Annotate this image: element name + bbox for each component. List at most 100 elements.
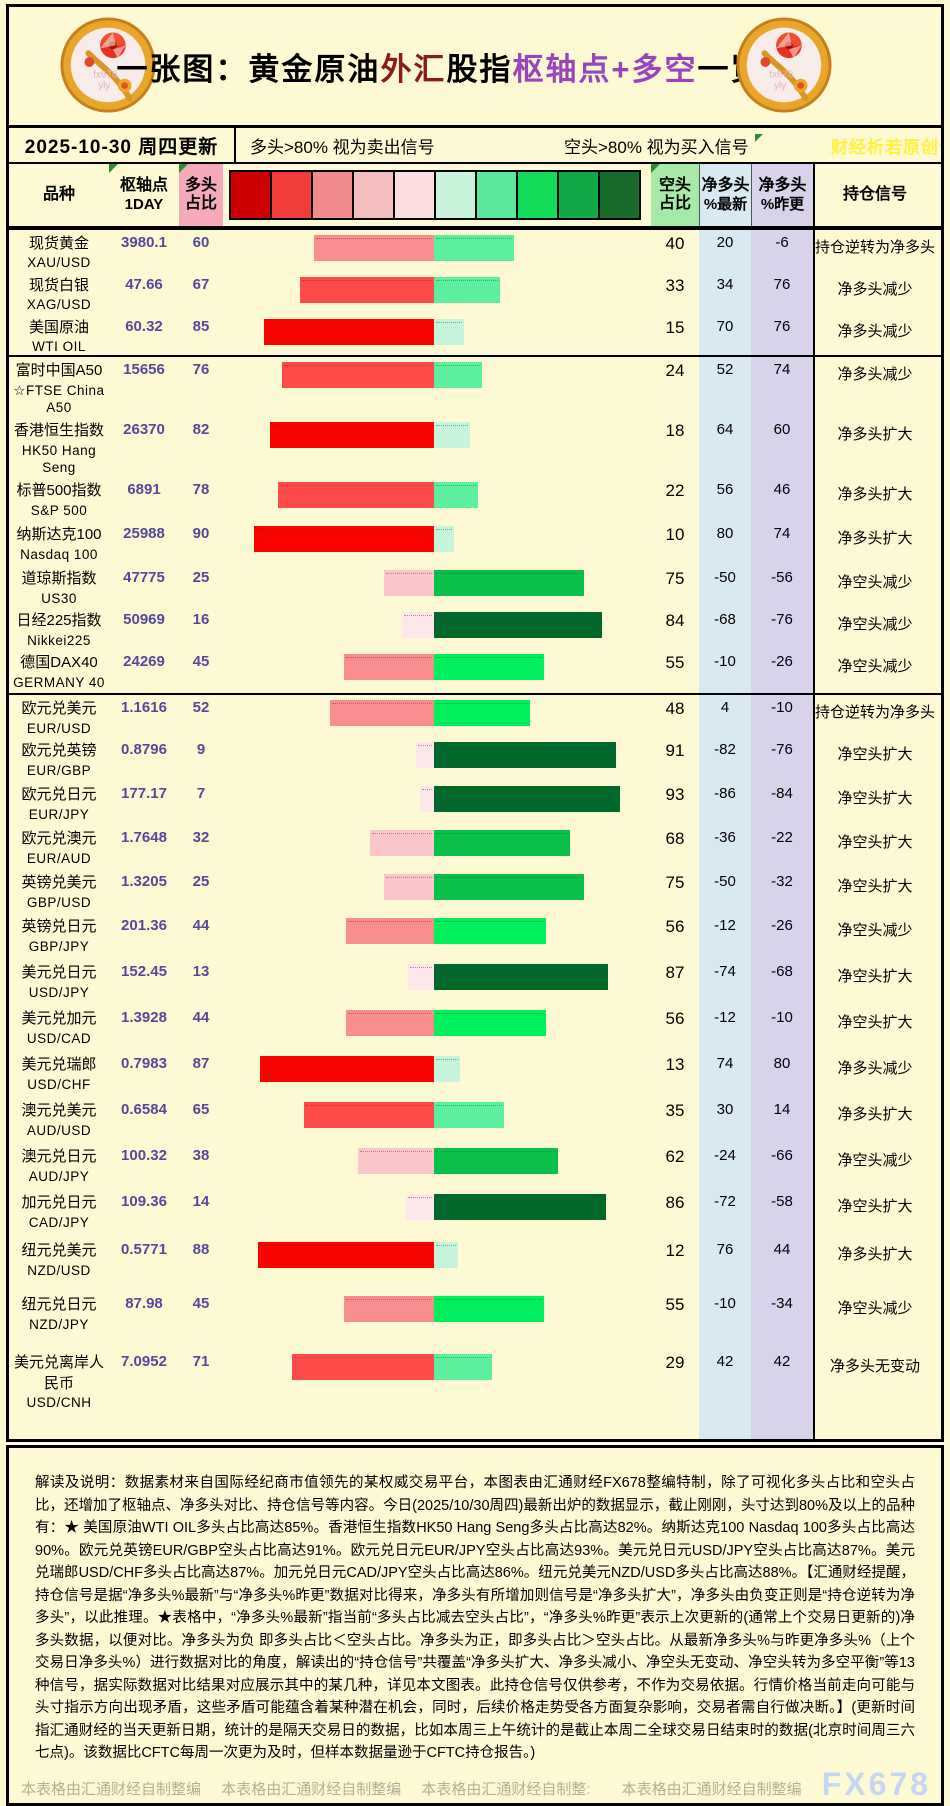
net-long-latest-value: 4 xyxy=(699,695,751,738)
long-pct-value: 44 xyxy=(192,1009,210,1027)
net-long-latest-value: 20 xyxy=(699,230,751,272)
position-signal-text: 净空头扩大 xyxy=(813,1189,935,1238)
table-body: 现货黄金 XAU/USD 3980.1 60 40 20 -6 持仓逆转为净多头… xyxy=(9,230,941,1440)
symbol-name-en: GBP/USD xyxy=(26,894,92,910)
short-pct-value: 40 xyxy=(665,234,685,253)
table-row: 欧元兑日元 EUR/JPY 177.17 7 93 -86 -84 净空头扩大 xyxy=(9,781,941,826)
net-long-latest-value: -74 xyxy=(699,959,751,1006)
long-bar-segment xyxy=(300,276,434,303)
symbol-name-en: GERMANY 40 xyxy=(13,674,105,690)
net-long-latest-value: -10 xyxy=(699,649,751,694)
short-pct-value: 24 xyxy=(665,361,685,381)
long-short-bar xyxy=(223,869,651,913)
symbol-name-en: USD/CAD xyxy=(26,1030,92,1046)
pivot-value: 0.5771 xyxy=(121,1241,167,1259)
long-short-bar xyxy=(223,1237,651,1291)
symbol-name-cn: 纽元兑日元 xyxy=(21,1296,97,1314)
net-long-latest-value: -12 xyxy=(699,913,751,960)
short-pct-value: 48 xyxy=(665,699,685,719)
table-row: 英镑兑日元 GBP/JPY 201.36 44 56 -12 -26 净空头减少 xyxy=(9,913,941,960)
symbol-name-en: XAG/USD xyxy=(26,297,92,313)
net-long-previous-value: 74 xyxy=(751,357,813,418)
short-bar-segment xyxy=(434,830,570,857)
pivot-value: 100.32 xyxy=(121,1147,167,1165)
short-bar-segment xyxy=(434,482,478,509)
title-bar: fx678 yly 一张图：黄金原油 外汇 股指 枢轴点+多空 一览 fx678 yly xyxy=(9,7,941,128)
position-signal-text: 净空头扩大 xyxy=(813,869,935,914)
position-signal-text: 净多头扩大 xyxy=(813,1237,935,1292)
pivot-value: 47775 xyxy=(123,569,165,587)
net-long-previous-value: -6 xyxy=(751,230,813,272)
long-short-bar xyxy=(223,825,651,869)
net-long-previous-value: -32 xyxy=(751,869,813,914)
symbol-name-cn: 英镑兑日元 xyxy=(21,918,97,936)
legend-swatch xyxy=(475,170,518,220)
symbol-name-en: NZD/JPY xyxy=(29,1316,89,1332)
net-long-latest-value: 76 xyxy=(699,1237,751,1292)
net-long-previous-value: -22 xyxy=(751,825,813,870)
legend-swatch xyxy=(434,170,477,220)
symbol-name-en: EUR/AUD xyxy=(26,850,92,866)
symbol-cell: 日经225指数 Nikkei225 xyxy=(9,607,109,649)
pivot-value: 7.0952 xyxy=(121,1353,167,1371)
long-short-bar xyxy=(223,314,651,356)
symbol-cell: 英镑兑美元 GBP/USD xyxy=(9,869,109,913)
net-long-latest-value: -10 xyxy=(699,1291,751,1350)
table-header: 品种 枢轴点 1DAY 多头 占比 空头 占比 净多头 %最新 净多头 %昨更 … xyxy=(9,164,941,230)
footer-credit-text: 本表格由汇通财经自制整编 xyxy=(21,1781,202,1799)
position-signal-text: 净多头扩大 xyxy=(813,521,935,566)
symbol-name-en: Nikkei225 xyxy=(27,632,91,648)
symbol-cell: 英镑兑日元 GBP/JPY xyxy=(9,913,109,959)
pivot-value: 47.66 xyxy=(125,275,163,293)
pivot-value: 26370 xyxy=(123,421,165,439)
symbol-name-cn: 加元兑日元 xyxy=(21,1194,97,1212)
long-short-bar xyxy=(223,477,651,521)
long-pct-value: 90 xyxy=(192,525,210,543)
net-long-latest-value: 56 xyxy=(699,477,751,522)
symbol-name-cn: 道琼斯指数 xyxy=(21,570,97,588)
table-row: 美元兑离岸人民币 USD/CNH 7.0952 71 29 42 42 净多头无… xyxy=(9,1349,941,1440)
header-short-line2: 占比 xyxy=(658,195,691,212)
table-row: 英镑兑美元 GBP/USD 1.3205 25 75 -50 -32 净空头扩大 xyxy=(9,869,941,914)
net-long-previous-value: 44 xyxy=(751,1237,813,1292)
table-row: 道琼斯指数 US30 47775 25 75 -50 -56 净空头减少 xyxy=(9,565,941,608)
position-signal-text: 净空头扩大 xyxy=(813,737,935,782)
table-row: 美国原油 WTI OIL 60.32 85 15 70 76 净多头减少 xyxy=(9,313,941,356)
row-group-forex: 欧元兑美元 EUR/USD 1.1616 52 48 4 -10 持仓逆转为净多… xyxy=(9,693,941,1440)
net-long-previous-value: 60 xyxy=(751,417,813,478)
legend-swatch xyxy=(311,170,354,220)
net-long-latest-value: 80 xyxy=(699,521,751,566)
color-scale-legend xyxy=(223,164,651,226)
symbol-cell: 美元兑瑞郎 USD/CHF xyxy=(9,1051,109,1097)
symbol-name-en: ☆FTSE China A50 xyxy=(13,382,105,416)
net-long-previous-value: -84 xyxy=(751,781,813,826)
long-short-bar xyxy=(223,1005,651,1051)
svg-text:fx678: fx678 xyxy=(769,70,794,81)
long-short-bar xyxy=(223,1143,651,1189)
net-long-previous-value: 80 xyxy=(751,1051,813,1098)
symbol-cell: 德国DAX40 GERMANY 40 xyxy=(9,649,109,693)
header-pivot-line1: 枢轴点 xyxy=(119,177,168,195)
long-bar-segment xyxy=(254,526,434,553)
symbol-name-cn: 纳斯达克100 xyxy=(16,526,102,544)
symbol-cell: 澳元兑日元 AUD/JPY xyxy=(9,1143,109,1189)
update-date: 2025-10-30 周四更新 xyxy=(9,128,236,162)
short-pct-value: 68 xyxy=(665,829,685,849)
long-bar-segment xyxy=(292,1354,434,1381)
designer-watermark: 汇通财经析若原创设计 xyxy=(829,137,941,157)
symbol-name-en: AUD/JPY xyxy=(28,1168,90,1184)
symbol-name-cn: 富时中国A50 xyxy=(15,362,103,380)
symbol-name-en: US30 xyxy=(41,590,77,606)
symbol-name-en: CAD/JPY xyxy=(28,1214,90,1230)
fx678-coin-logo-icon: fx678 yly xyxy=(736,17,832,113)
table-row: 加元兑日元 CAD/JPY 109.36 14 86 -72 -58 净空头扩大 xyxy=(9,1189,941,1238)
long-bar-segment xyxy=(358,1148,434,1175)
pivot-value: 24269 xyxy=(123,653,165,671)
net-long-previous-value: 76 xyxy=(751,313,813,356)
symbol-name-cn: 香港恒生指数 xyxy=(13,422,104,440)
long-pct-value: 87 xyxy=(192,1055,210,1073)
position-signal-text: 净空头扩大 xyxy=(813,781,935,826)
long-bar-segment xyxy=(260,1056,434,1083)
long-bar-segment xyxy=(264,318,434,345)
table-row: 德国DAX40 GERMANY 40 24269 45 55 -10 -26 净… xyxy=(9,649,941,694)
